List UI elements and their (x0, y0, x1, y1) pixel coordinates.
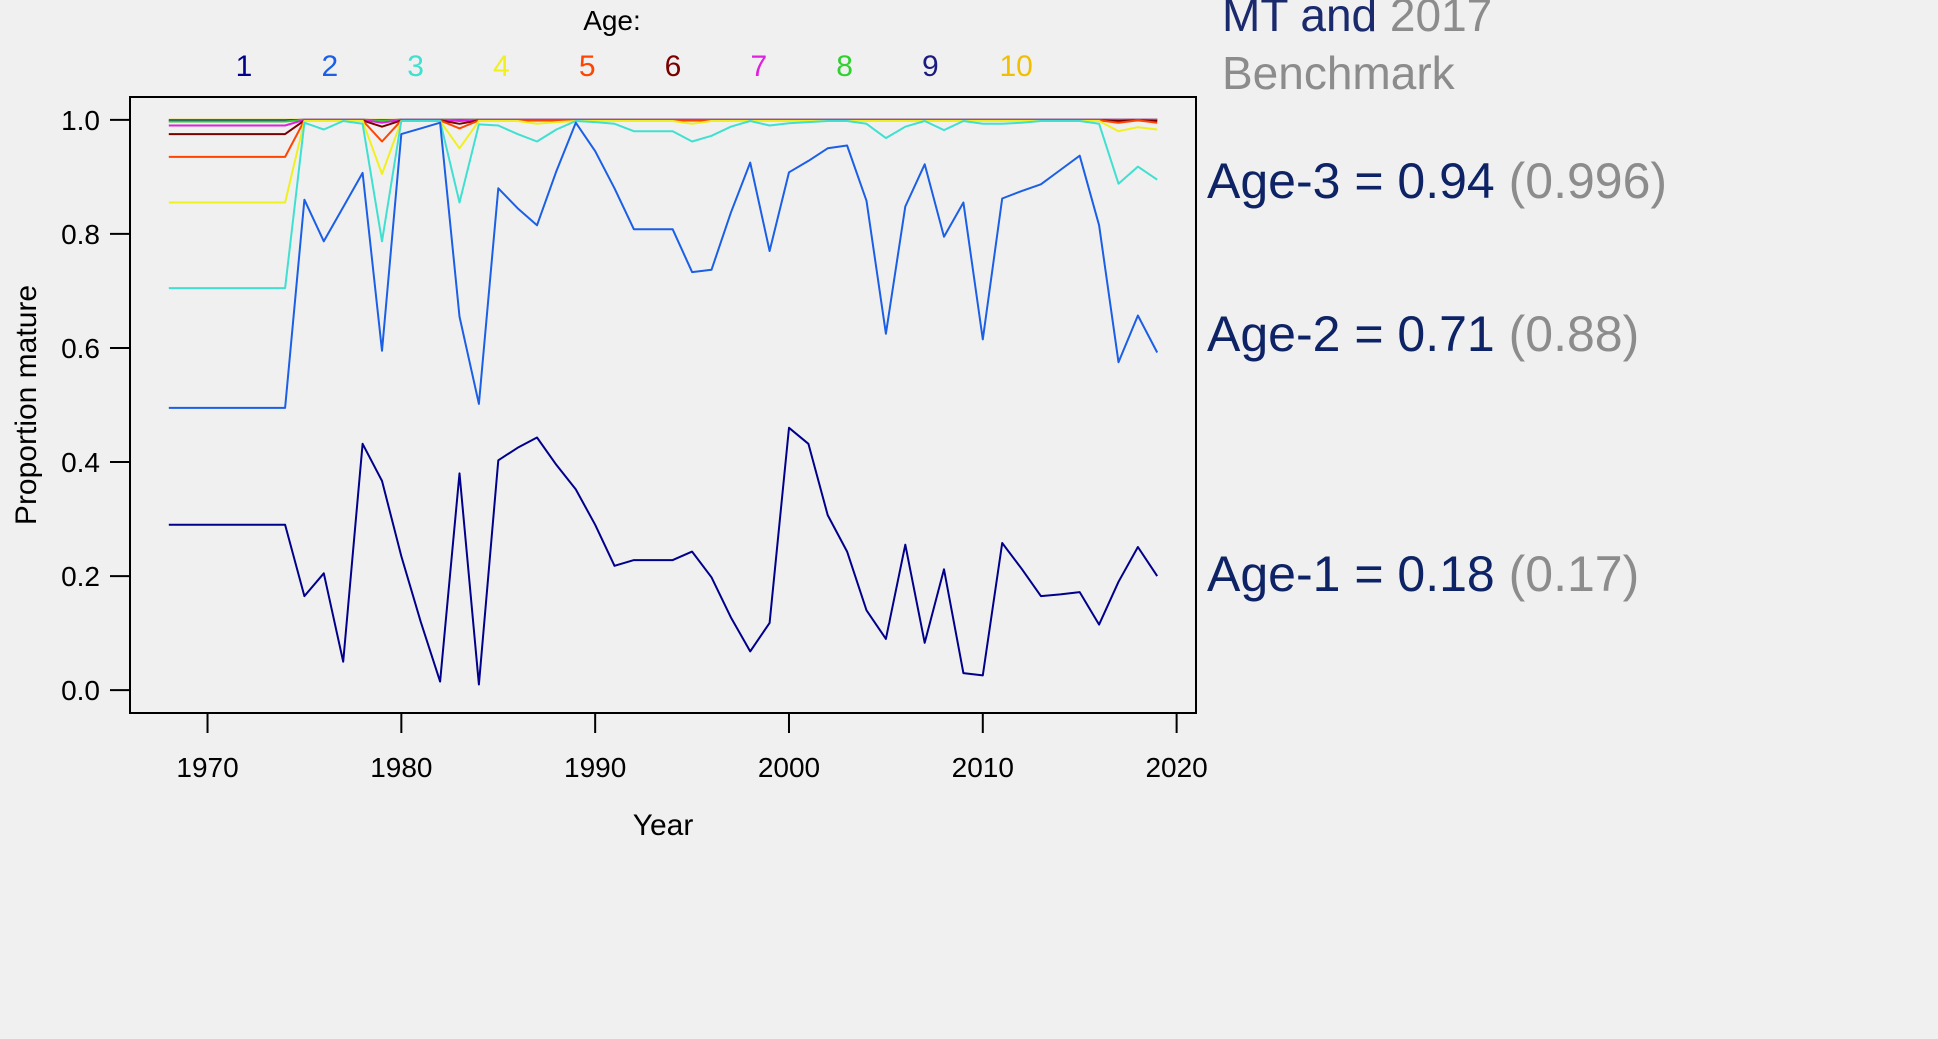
series-line-age-1 (168, 426, 1159, 686)
y-tick-label-0.0: 0.0 (61, 675, 100, 706)
legend-item-age-7: 7 (750, 50, 767, 83)
legend-item-age-1: 1 (236, 50, 253, 83)
legend-item-age-8: 8 (836, 50, 853, 83)
y-axis-label: Proportion mature (10, 285, 43, 525)
legend-item-age-10: 10 (1000, 50, 1033, 83)
age3-stat: Age-3 = 0.94 (0.996) (1207, 152, 1667, 210)
age2-stat: Age-2 = 0.71 (0.88) (1207, 305, 1639, 363)
x-axis: 1970 1980 1990 2000 2010 2020 (176, 713, 1208, 783)
age3-benchmark: (0.996) (1508, 153, 1668, 209)
age1-label: Age-1 = 0.18 (1207, 546, 1495, 602)
legend-item-age-6: 6 (665, 50, 682, 83)
legend-item-age-2: 2 (321, 50, 338, 83)
age2-benchmark: (0.88) (1508, 306, 1640, 362)
corner-title-mt: MT and (1222, 0, 1378, 41)
series-line-age-3 (168, 120, 1158, 290)
corner-title-year: 2017 (1389, 0, 1493, 41)
x-tick-label-1990: 1990 (564, 752, 626, 783)
y-tick-label-0.6: 0.6 (61, 333, 100, 364)
y-tick-label-0.2: 0.2 (61, 561, 100, 592)
x-tick-label-1970: 1970 (176, 752, 238, 783)
x-tick-label-2000: 2000 (758, 752, 820, 783)
legend-item-age-4: 4 (493, 50, 510, 83)
x-tick-label-2010: 2010 (952, 752, 1014, 783)
series-line-age-5 (168, 119, 1158, 158)
x-axis-label: Year (633, 809, 694, 842)
y-tick-label-0.4: 0.4 (61, 447, 100, 478)
legend-item-age-5: 5 (579, 50, 596, 83)
age1-benchmark: (0.17) (1508, 546, 1640, 602)
maturity-chart: Age: 1 2 3 4 5 6 7 8 9 10 1970 1980 1990 2000 2010 202… (10, 5, 1208, 842)
legend-title: Age: (583, 5, 641, 36)
legend-item-age-3: 3 (407, 50, 424, 83)
series-layer (168, 118, 1159, 686)
legend-item-age-9: 9 (922, 50, 939, 83)
x-tick-label-1980: 1980 (370, 752, 432, 783)
x-tick-label-2020: 2020 (1145, 752, 1207, 783)
age3-label: Age-3 = 0.94 (1207, 153, 1495, 209)
corner-title: MT and 2017 Benchmark (1222, 0, 1492, 102)
plot-frame (129, 96, 1197, 714)
series-line-age-2 (168, 121, 1159, 409)
y-tick-label-0.8: 0.8 (61, 219, 100, 250)
age2-label: Age-2 = 0.71 (1207, 306, 1495, 362)
y-tick-label-1.0: 1.0 (61, 105, 100, 136)
y-axis: 0.0 0.2 0.4 0.6 0.8 1.0 (61, 105, 130, 706)
legend: 1 2 3 4 5 6 7 8 9 10 (236, 50, 1033, 83)
corner-title-benchmark: Benchmark (1222, 47, 1455, 99)
age1-stat: Age-1 = 0.18 (0.17) (1207, 545, 1639, 603)
series-line-age-4 (168, 120, 1158, 204)
